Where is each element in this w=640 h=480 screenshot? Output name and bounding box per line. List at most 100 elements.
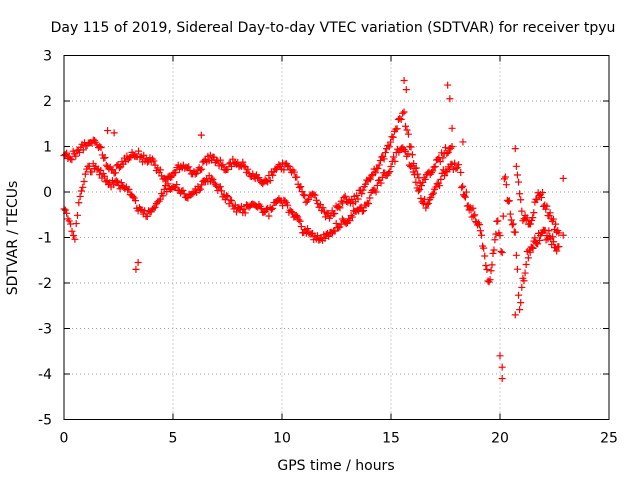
data-point: [285, 162, 293, 170]
data-point: [257, 205, 265, 213]
data-point: [218, 162, 226, 170]
data-point: [135, 147, 143, 155]
data-point: [411, 171, 419, 179]
data-point: [296, 217, 304, 225]
data-point: [209, 176, 217, 184]
data-point: [517, 196, 525, 204]
data-point: [61, 206, 69, 214]
data-point: [319, 204, 327, 212]
data-point: [530, 209, 538, 217]
data-point: [101, 154, 109, 162]
data-point: [451, 159, 459, 167]
data-point: [527, 220, 535, 228]
data-point: [476, 227, 484, 235]
data-point: [197, 131, 205, 139]
data-point: [402, 122, 410, 130]
y-tick-label: 3: [43, 49, 52, 65]
data-point: [496, 352, 504, 360]
data-point: [314, 232, 322, 240]
data-point: [403, 126, 411, 134]
data-point: [452, 165, 460, 173]
data-point: [354, 195, 362, 203]
data-point: [460, 192, 468, 200]
data-point: [185, 163, 193, 171]
data-point: [150, 204, 158, 212]
data-point: [448, 143, 456, 150]
data-point: [365, 200, 373, 208]
data-point: [172, 168, 180, 176]
data-point: [428, 191, 436, 199]
chart-title: Day 115 of 2019, Sidereal Day-to-day VTE…: [51, 20, 616, 36]
data-point: [198, 165, 206, 173]
data-point: [117, 179, 125, 187]
data-point: [125, 154, 133, 162]
data-point: [132, 265, 140, 273]
data-point: [358, 207, 366, 215]
data-point: [72, 220, 80, 228]
data-point: [373, 181, 381, 189]
data-point: [198, 181, 206, 189]
data-point: [150, 157, 158, 165]
data-point: [516, 190, 524, 198]
data-point: [555, 229, 563, 237]
data-point: [550, 238, 558, 246]
data-point: [97, 144, 105, 152]
data-point: [219, 161, 227, 169]
data-point: [537, 193, 545, 201]
data-point: [366, 194, 374, 202]
data-point: [75, 199, 83, 207]
data-point: [501, 173, 509, 181]
data-point: [375, 161, 383, 169]
data-point: [332, 219, 340, 227]
data-point: [552, 220, 560, 228]
data-point: [531, 234, 539, 242]
data-point: [448, 124, 456, 132]
y-tick-label: 2: [43, 94, 52, 110]
data-point: [506, 210, 514, 218]
data-point: [74, 211, 82, 219]
data-point: [520, 277, 528, 285]
data-point: [193, 169, 201, 177]
data-point: [301, 192, 309, 200]
data-point: [489, 249, 497, 257]
data-point: [528, 243, 536, 251]
y-tick-label: -5: [38, 413, 52, 429]
data-point: [453, 164, 461, 172]
data-point: [76, 148, 84, 156]
data-point: [430, 163, 438, 171]
data-point: [480, 244, 488, 252]
data-point: [348, 213, 356, 221]
data-point: [366, 175, 374, 183]
data-point: [408, 151, 416, 159]
data-point: [156, 166, 164, 174]
data-point: [297, 183, 305, 191]
data-point: [491, 236, 499, 244]
data-point: [387, 162, 395, 170]
data-point: [429, 189, 437, 197]
data-point: [542, 205, 550, 213]
data-point: [513, 171, 521, 179]
data-points: [60, 77, 567, 383]
data-point: [526, 248, 534, 256]
data-point: [499, 212, 507, 220]
data-point: [114, 178, 122, 186]
data-point: [429, 167, 437, 175]
data-point: [159, 192, 167, 200]
data-point: [339, 199, 347, 207]
data-point: [240, 205, 248, 213]
data-point: [511, 311, 519, 319]
data-point: [134, 259, 142, 267]
data-point: [376, 157, 384, 165]
data-point: [511, 228, 519, 236]
data-point: [427, 194, 435, 202]
data-point: [304, 225, 312, 233]
data-point: [475, 221, 483, 229]
data-point: [423, 200, 431, 208]
data-point: [461, 193, 469, 201]
data-point: [455, 161, 463, 169]
data-point: [85, 162, 93, 170]
data-point: [96, 143, 104, 151]
data-point: [61, 151, 69, 159]
plot-frame: [63, 55, 610, 420]
